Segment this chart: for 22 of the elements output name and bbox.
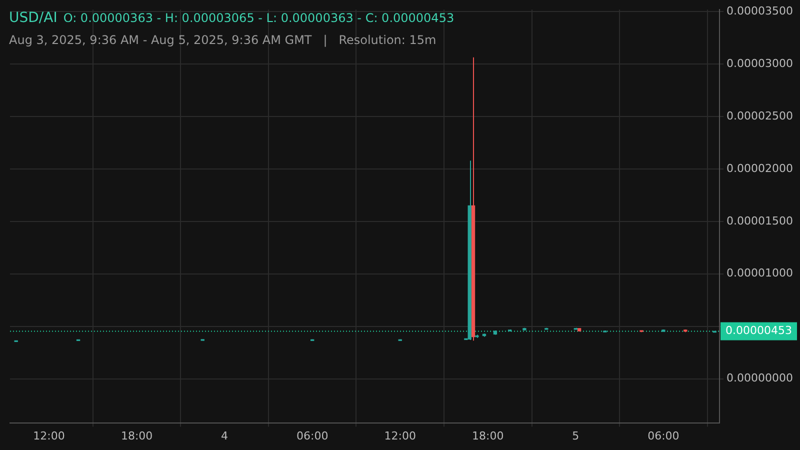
x-tick-label: 06:00 xyxy=(648,429,680,442)
candlestick xyxy=(662,328,666,332)
y-tick-label: 0.00001500 xyxy=(726,214,793,228)
x-tick-label: 18:00 xyxy=(120,429,153,442)
candlestick xyxy=(640,330,644,333)
candlestick xyxy=(522,327,526,332)
annotation: Aug 3, 2025, 9:36 AM - Aug 5, 2025, 9:36 AM GMT | Resolution: 15m xyxy=(9,33,436,47)
x-tick-label: 12:00 xyxy=(33,429,65,442)
y-tick-label: 0.00002500 xyxy=(726,109,793,122)
x-tick-label: 12:00 xyxy=(384,429,416,442)
chart-title: USD/AI xyxy=(9,10,58,26)
chart-subtitle: O: 0.00000363 - H: 0.00003065 - L: 0.00000363 - C: 0.00000453 xyxy=(63,11,454,25)
y-tick-label: 0.00003500 xyxy=(726,4,793,18)
ref-line-label: 0.00000453 xyxy=(726,324,792,338)
y-tick-label: 0.00000000 xyxy=(726,372,793,385)
x-tick-label: 06:00 xyxy=(296,429,328,442)
y-tick-label: 0.00002000 xyxy=(726,162,793,175)
y-tick-label: 0.00003000 xyxy=(726,56,793,70)
x-tick-label: 18:00 xyxy=(472,429,504,442)
x-tick-label: 4 xyxy=(221,429,228,442)
y-tick-label: 0.00001000 xyxy=(726,266,793,280)
x-tick-label: 5 xyxy=(572,429,580,442)
